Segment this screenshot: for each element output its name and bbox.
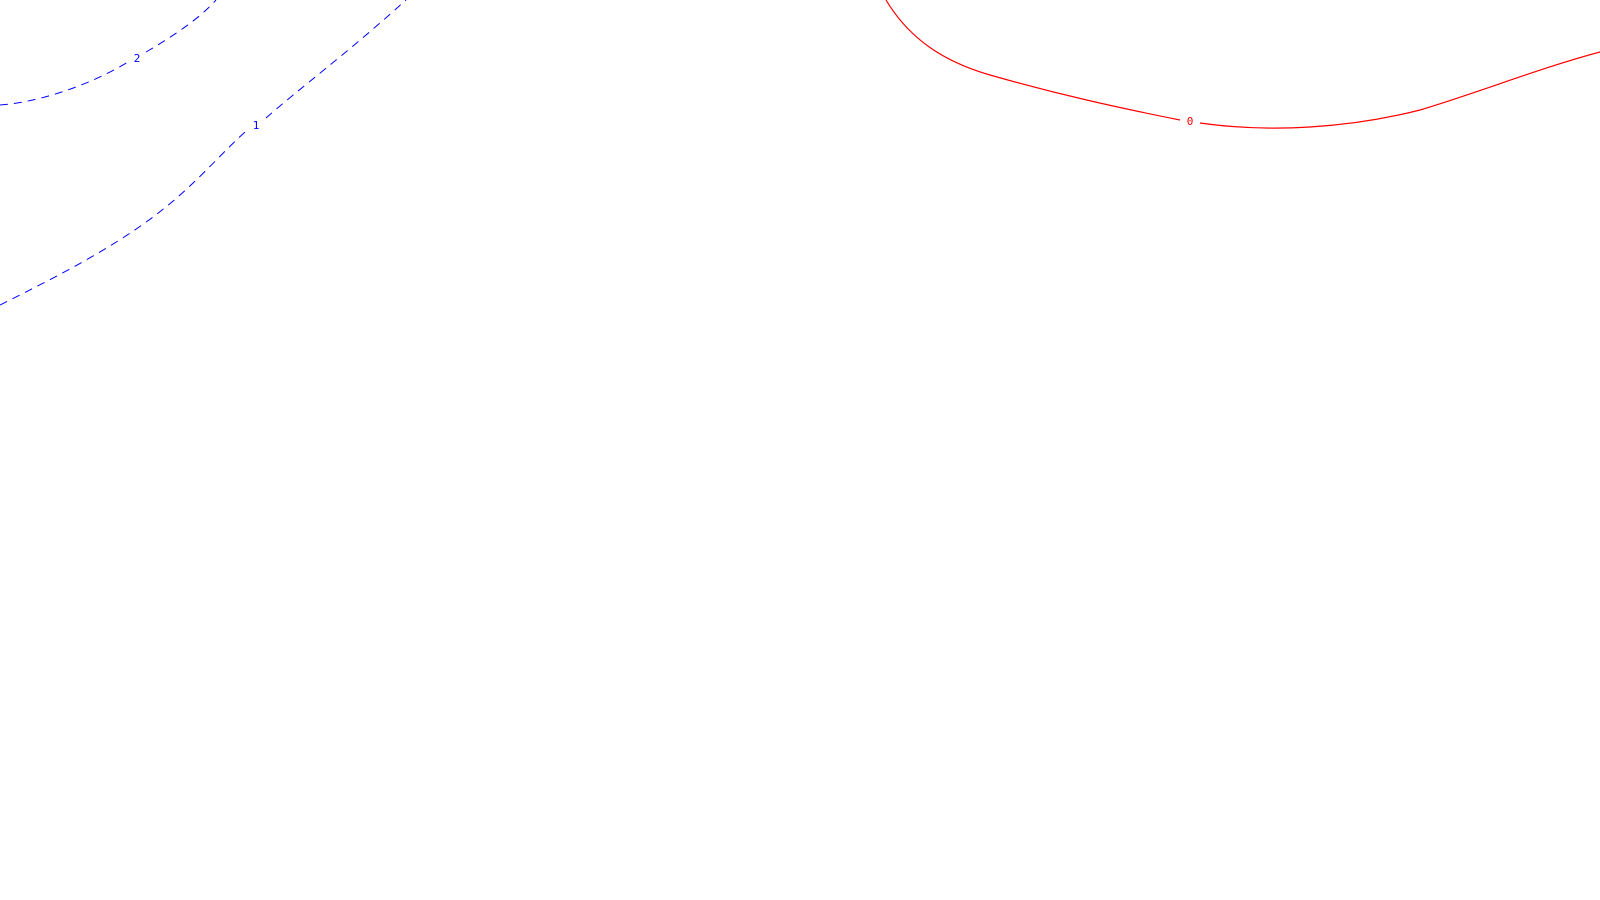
contour-line-1	[0, 0, 407, 306]
contour-label-1: 1	[253, 119, 260, 132]
contour-line-2	[0, 0, 217, 106]
contour-line-0	[885, 0, 1600, 129]
contour-label-0: 0	[1187, 115, 1194, 128]
contour-label-2: 2	[134, 52, 141, 65]
